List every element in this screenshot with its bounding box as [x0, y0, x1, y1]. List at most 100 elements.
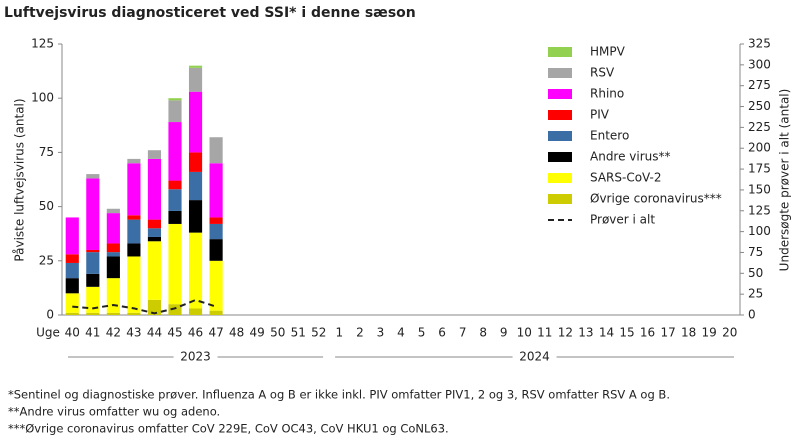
- chart-title: Luftvejsvirus diagnosticeret ved SSI* i …: [4, 5, 416, 21]
- bar-segment: [168, 122, 182, 181]
- legend-swatch: [548, 47, 572, 57]
- x-tick-label: 44: [147, 326, 162, 340]
- x-tick-label: 13: [578, 326, 593, 340]
- bar-segment: [65, 262, 79, 279]
- bar-segment: [106, 243, 120, 253]
- bar-segment: [188, 152, 203, 172]
- x-tick-label: 49: [250, 326, 265, 340]
- bar-segment: [106, 256, 120, 279]
- x-tick-label: 51: [291, 326, 306, 340]
- bar-segment: [106, 208, 120, 214]
- y2-tick-label: 25: [748, 287, 763, 301]
- x-tick-label: 2: [356, 326, 364, 340]
- bar-segment: [65, 217, 79, 255]
- x-tick-label: 3: [377, 326, 385, 340]
- y2-tick-label: 225: [748, 120, 771, 134]
- y2-tick-label: 100: [748, 224, 771, 238]
- legend-swatch: [548, 194, 572, 204]
- x-tick-label: 10: [517, 326, 532, 340]
- legend-swatch: [548, 152, 572, 162]
- y2-tick-label: 75: [748, 245, 763, 259]
- x-tick-label: 7: [459, 326, 467, 340]
- legend-label: SARS-CoV-2: [590, 171, 662, 185]
- y2-tick-label: 0: [748, 308, 756, 322]
- x-tick-label: 12: [558, 326, 573, 340]
- y2-tick-label: 325: [748, 37, 771, 51]
- legend-label: Entero: [590, 129, 629, 143]
- bar-segment: [65, 293, 79, 313]
- footnote: ***Øvrige coronavirus omfatter CoV 229E,…: [8, 422, 449, 436]
- legend-swatch: [548, 131, 572, 141]
- bar-segment: [168, 210, 182, 224]
- bar-segment: [188, 232, 203, 309]
- bar-segment: [147, 241, 162, 300]
- legend-label: Rhino: [590, 87, 624, 101]
- bar-segment: [86, 174, 100, 179]
- footnote: **Andre virus omfatter wu og adeno.: [8, 405, 220, 419]
- y-tick-label: 100: [31, 91, 54, 105]
- y-axis-label: Påviste luftvejsvirus (antal): [13, 98, 27, 261]
- bar-segment: [127, 163, 141, 216]
- bar-segment: [188, 91, 203, 153]
- bar-segment: [127, 243, 141, 257]
- bar-segment: [65, 278, 79, 294]
- x-tick-label: 1: [336, 326, 344, 340]
- bar-segment: [86, 273, 100, 287]
- bar-segment: [106, 213, 120, 244]
- bar-segment: [86, 249, 100, 253]
- y2-tick-label: 275: [748, 78, 771, 92]
- bar-segment: [188, 67, 203, 92]
- bar-segment: [209, 137, 223, 164]
- bar-segment: [188, 171, 203, 201]
- bar-segment: [168, 180, 182, 190]
- x-tick-label: 14: [599, 326, 614, 340]
- bar-segment: [127, 256, 141, 313]
- x-tick-label: 43: [126, 326, 141, 340]
- y2-tick-label: 300: [748, 57, 771, 71]
- bar-segment: [65, 254, 79, 263]
- y2-tick-label: 200: [748, 141, 771, 155]
- x-tick-label: 20: [722, 326, 737, 340]
- bar-segment: [168, 223, 182, 305]
- line-series: [72, 298, 217, 315]
- legend-swatch: [548, 89, 572, 99]
- bar-segment: [147, 228, 162, 237]
- year-label: 2024: [519, 350, 550, 364]
- bar-segment: [147, 299, 162, 315]
- x-tick-label: 40: [65, 326, 80, 340]
- bar-segment: [209, 163, 223, 218]
- bar-segment: [188, 65, 203, 68]
- year-label: 2023: [180, 350, 211, 364]
- bar-segment: [86, 178, 100, 250]
- bar-segment: [168, 189, 182, 211]
- x-tick-label: 17: [660, 326, 675, 340]
- bar-segment: [106, 312, 120, 315]
- legend-swatch: [548, 68, 572, 78]
- x-tick-label: 50: [270, 326, 285, 340]
- x-tick-label: 46: [188, 326, 203, 340]
- bar-segment: [127, 215, 141, 220]
- legend-label: Øvrige coronavirus***: [590, 192, 722, 206]
- bar-segment: [147, 158, 162, 220]
- bar-segment: [106, 252, 120, 257]
- x-tick-label: 41: [85, 326, 100, 340]
- bar-segment: [147, 219, 162, 229]
- bar-segment: [127, 219, 141, 244]
- x-tick-label: 15: [619, 326, 634, 340]
- bar-segment: [168, 98, 182, 101]
- y2-tick-label: 125: [748, 203, 771, 217]
- bar-segment: [188, 200, 203, 233]
- bar-segment: [106, 278, 120, 313]
- x-tick-label: 6: [438, 326, 446, 340]
- x-tick-label: 48: [229, 326, 244, 340]
- x-tick-label: 8: [479, 326, 487, 340]
- y-tick-label: 25: [39, 253, 54, 267]
- footnote: *Sentinel og diagnostiske prøver. Influe…: [8, 388, 670, 402]
- y-tick-label: 125: [31, 37, 54, 51]
- y2-axis-label: Undersøgte prøver i alt (antal): [778, 89, 792, 272]
- y2-tick-label: 50: [748, 266, 763, 280]
- x-tick-label: 4: [397, 326, 405, 340]
- bar-segment: [65, 312, 79, 315]
- x-tick-label: 47: [208, 326, 223, 340]
